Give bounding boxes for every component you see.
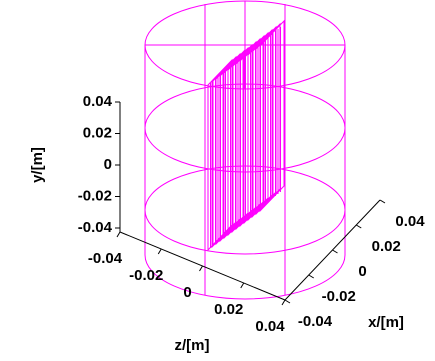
z-axis-label: z/[m] [175, 337, 210, 354]
x-tick [309, 275, 314, 278]
x-tick [333, 250, 338, 253]
z-tick-label: 0 [183, 284, 191, 301]
y-axis-label: y/[m] [29, 147, 46, 183]
chart: y/[m] z/[m] x/[m] -0.04-0.0200.020.04-0.… [0, 0, 435, 361]
x-tick-label: 0.04 [395, 213, 425, 230]
x-tick-label: 0.02 [372, 238, 401, 255]
x-tick-label: -0.04 [298, 313, 333, 330]
z-tick [282, 300, 285, 305]
y-tick-label: 0 [104, 156, 112, 173]
z-tick-label: -0.04 [88, 250, 123, 267]
x-tick [356, 225, 361, 228]
y-tick-label: -0.04 [78, 219, 113, 236]
x-axis-label: x/[m] [368, 314, 404, 331]
z-tick [241, 283, 244, 288]
y-tick-label: -0.02 [78, 187, 112, 204]
z-tick-label: 0.04 [255, 318, 285, 335]
z-tick [158, 249, 161, 254]
x-tick [380, 200, 385, 203]
x-tick-label: -0.02 [322, 288, 356, 305]
y-tick-label: 0.02 [83, 124, 112, 141]
y-tick-label: 0.04 [83, 93, 113, 110]
cylinder-ring [145, 255, 345, 299]
x-tick-label: 0 [358, 263, 366, 280]
z-tick [200, 266, 203, 271]
z-tick-label: 0.02 [214, 301, 243, 318]
z-tick [117, 232, 120, 237]
z-tick-label: -0.02 [129, 267, 163, 284]
x-tick [285, 300, 290, 303]
